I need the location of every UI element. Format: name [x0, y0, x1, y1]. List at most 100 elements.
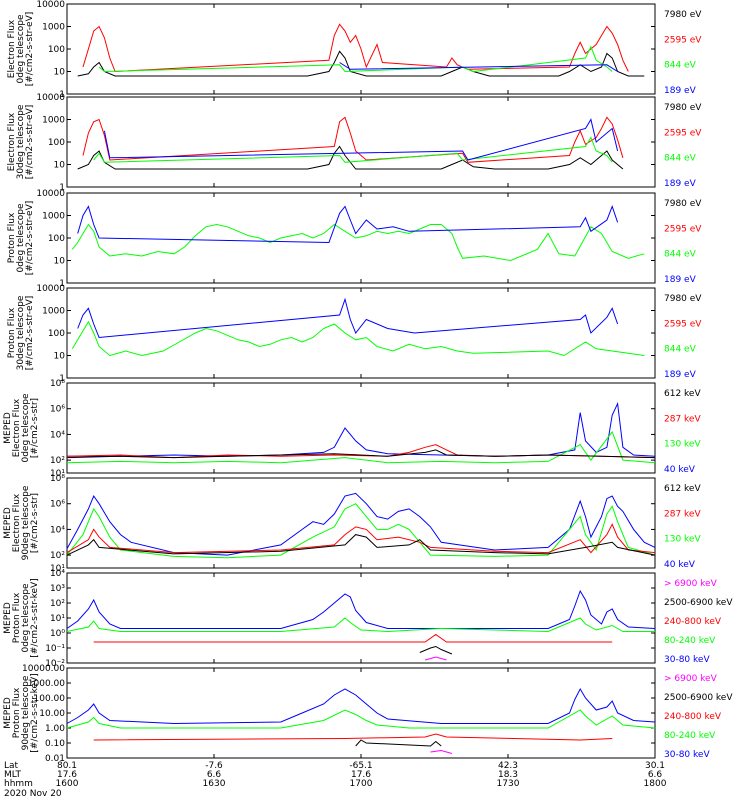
y-tick-label: 10⁶ [50, 500, 65, 510]
legend-entry: 240-800 keV [664, 712, 722, 722]
panel-meped-electron-0deg: 10¹ 10² 10⁴ 10⁶ 10⁸ MEPED Electron Flux 0deg te… [3, 379, 701, 479]
y-axis-label: 0deg telescope [16, 203, 26, 273]
y-tick-label: 10⁻² [45, 659, 65, 669]
x-row-label: MLT [4, 770, 22, 780]
series-844-ev [71, 320, 645, 357]
y-tick-label: 1000 [42, 23, 65, 33]
series-240-800-kev [93, 733, 613, 741]
legend-entry: 844 eV [664, 345, 697, 355]
series-130-kev [66, 430, 656, 464]
y-axis-label: [#/cm2-s-str-eV] [25, 105, 35, 180]
y-tick-label: 10 [54, 257, 66, 267]
y-tick-label: 10⁸ [50, 379, 65, 389]
y-tick-label: 10⁶ [50, 405, 65, 415]
legend-entry: 844 eV [664, 61, 697, 71]
legend-entry: 2595 eV [664, 128, 702, 138]
legend-entry: 130 keV [664, 440, 701, 450]
y-axis-label: [#/cm2-s-str-eV] [25, 201, 35, 276]
y-axis-label: MEPED [3, 697, 13, 729]
y-axis-label: MEPED [3, 602, 13, 634]
panel-meped-electron-90deg: 10¹ 10² 10⁴ 10⁶ 10⁸ MEPED Electron Flux 90deg t… [3, 474, 701, 574]
y-axis-label: 30deg telescope [16, 104, 26, 179]
panel-ted-electron-0deg: 1 10 100 1000 10000 Electron Flux 0deg telesco… [7, 0, 702, 100]
y-tick-label: 10³ [50, 584, 65, 594]
x-tick-label: 6.6 [207, 770, 222, 780]
series-189-ev [339, 62, 618, 72]
series-2500-6900-kev [419, 645, 453, 655]
legend-entry: 7980 eV [664, 10, 702, 20]
y-tick-label: 10⁴ [50, 569, 65, 579]
legend-entry: > 6900 keV [664, 674, 718, 684]
y-tick-label: 100 [48, 329, 65, 339]
legend-entry: 287 keV [664, 414, 701, 424]
y-axis-label: [#/cm2-s-str] [30, 398, 40, 458]
series-844-ev [98, 45, 613, 73]
y-tick-label: 10² [50, 551, 65, 561]
legend-entry: 80-240 keV [664, 636, 716, 646]
y-axis-label: [#/cm2-s-str-keV] [30, 578, 40, 657]
y-axis-label: 0deg telescope [21, 393, 31, 463]
y-tick-label: 1000.00 [28, 679, 65, 689]
panel-frame [66, 667, 656, 759]
series-287-kev [66, 523, 656, 554]
y-axis-label: 90deg telescope [21, 675, 31, 750]
y-tick-label: 10000 [36, 189, 65, 199]
panel-meped-proton-90deg: 0.01 0.10 1.00 10.00 100.00 1000.00 10000.00 ME… [3, 664, 733, 764]
series-130-kev [66, 503, 656, 559]
legend-entry: 80-240 keV [664, 731, 716, 741]
legend-entry: 2500-6900 keV [664, 693, 733, 703]
series-189-ev [103, 118, 619, 161]
y-tick-label: 10000 [36, 93, 65, 103]
y-axis-label: Proton Flux [12, 592, 22, 643]
series-844-ev [71, 223, 645, 262]
y-tick-label: 0.01 [45, 754, 65, 764]
y-axis-label: MEPED [3, 412, 13, 444]
legend-entry: 7980 eV [664, 294, 702, 304]
y-axis-label: [#/cm2-s-str-eV] [25, 296, 35, 371]
series-30-80-kev [66, 589, 656, 629]
series-240-800-kev [93, 633, 613, 643]
panel-meped-proton-0deg: 10⁻² 10⁻¹ 10⁰ 10¹ 10² 10³ 10⁴ MEPED Proton Flux 0… [3, 569, 733, 669]
y-tick-label: 100 [48, 138, 65, 148]
legend-entry: 130 keV [664, 535, 701, 545]
legend-entry: 287 keV [664, 509, 701, 519]
x-row-label: hhmm [4, 779, 33, 789]
series-189-ev [77, 205, 619, 244]
y-axis-label: Proton Flux [7, 212, 17, 263]
panel-frame [66, 96, 656, 188]
y-tick-label: 1000 [42, 307, 65, 317]
x-tick-label: 1600 [56, 779, 79, 789]
series-612-kev [66, 449, 656, 459]
y-axis-label: 0deg telescope [21, 583, 31, 653]
legend-entry: 2595 eV [664, 35, 702, 45]
panel-ted-proton-0deg: 1 10 100 1000 10000 Proton Flux 0deg telescope… [7, 189, 702, 289]
y-axis-label: [#/cm2-s-str-eV] [25, 12, 35, 87]
legend-entry: 240-800 keV [664, 617, 722, 627]
x-tick-label: 30.1 [645, 761, 665, 771]
legend-entry: 40 keV [664, 465, 696, 475]
panel-frame [66, 287, 656, 379]
series-2595-ev [82, 23, 629, 73]
y-axis-label: MEPED [3, 507, 13, 539]
y-tick-label: 100 [48, 234, 65, 244]
series-80-240-kev [66, 709, 656, 729]
y-axis-label: Proton Flux [7, 307, 17, 358]
y-tick-label: 10² [50, 599, 65, 609]
series-40-kev [66, 492, 656, 556]
legend-entry: > 6900 keV [664, 579, 718, 589]
y-axis-label: 90deg telescope [21, 485, 31, 560]
y-tick-label: 1000 [42, 212, 65, 222]
series--6900-kev [424, 656, 447, 661]
legend-entry: 2595 eV [664, 319, 702, 329]
y-tick-label: 10¹ [50, 564, 65, 574]
y-axis-label: 0deg telescope [16, 14, 26, 84]
y-tick-label: 10 [54, 352, 66, 362]
series-189-ev [77, 297, 619, 339]
y-tick-label: 1 [59, 183, 65, 193]
y-tick-label: 10⁻¹ [45, 644, 65, 654]
date-label: 2020 Nov 20 [4, 789, 62, 799]
y-axis-label: [#/cm2-s-str-keV] [30, 673, 40, 752]
y-tick-label: 10 [54, 68, 66, 78]
y-axis-label: Electron Flux [12, 398, 22, 457]
series--6900-kev [430, 749, 453, 754]
